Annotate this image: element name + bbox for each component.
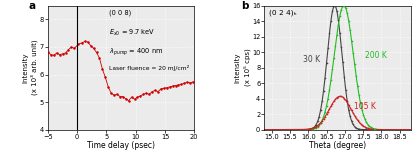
X-axis label: Theta (degree): Theta (degree): [309, 141, 366, 150]
Text: b: b: [241, 1, 249, 11]
Text: a: a: [29, 1, 36, 11]
X-axis label: Time delay (psec): Time delay (psec): [87, 141, 155, 150]
Text: 105 K: 105 K: [354, 102, 376, 111]
Text: Laser fluence = 20 mJ/cm²: Laser fluence = 20 mJ/cm²: [109, 65, 189, 71]
Y-axis label: Intensity
(x 10⁵ cps): Intensity (x 10⁵ cps): [235, 49, 251, 86]
Text: 30 K: 30 K: [303, 55, 320, 64]
Text: $E_{x0}$ = 9.7 keV: $E_{x0}$ = 9.7 keV: [109, 28, 156, 38]
Text: (0 2 4)ₕ: (0 2 4)ₕ: [269, 9, 296, 16]
Y-axis label: Intensity
(x 10³ arb. unit): Intensity (x 10³ arb. unit): [22, 40, 38, 95]
Text: $\lambda_{pump}$ = 400 nm: $\lambda_{pump}$ = 400 nm: [109, 47, 164, 58]
Text: (0 0 8): (0 0 8): [109, 9, 132, 16]
Text: 200 K: 200 K: [365, 52, 387, 61]
